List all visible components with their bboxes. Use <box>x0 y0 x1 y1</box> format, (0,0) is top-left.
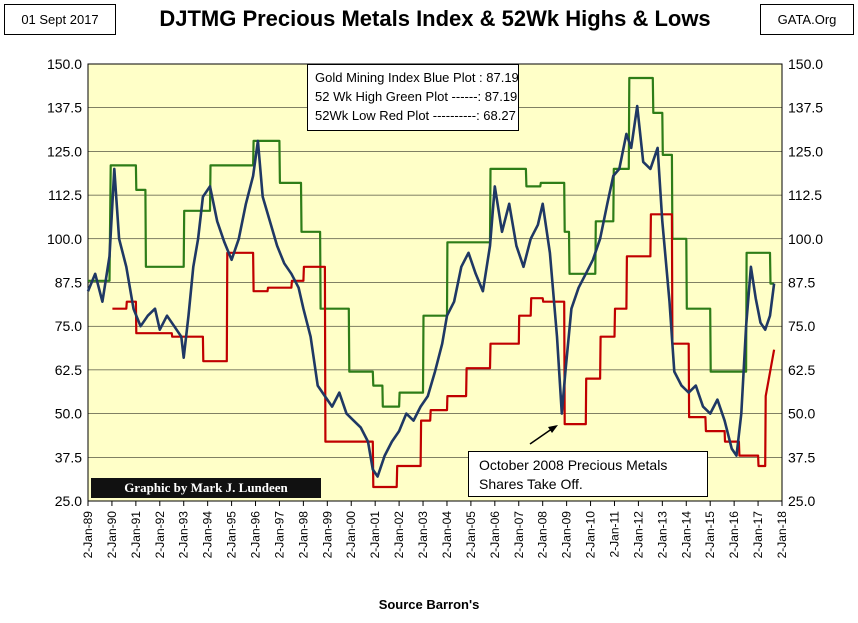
y-tick-label-right: 50.0 <box>788 406 815 422</box>
x-tick-label: 2-Jan-96 <box>249 511 263 559</box>
annotation-arrow <box>529 425 558 445</box>
y-tick-label-left: 50.0 <box>55 406 82 422</box>
x-tick-label: 2-Jan-09 <box>560 511 574 559</box>
y-tick-label-right: 25.0 <box>788 493 815 509</box>
y-tick-label-left: 87.5 <box>55 275 82 291</box>
y-axis-right: 25.0 37.5 50.0 62.5 75.0 87.5 100.0 112.5 125.0 1… <box>788 56 823 509</box>
x-tick-label: 2-Jan-16 <box>727 511 741 559</box>
x-tick-label: 2-Jan-93 <box>177 511 191 559</box>
annotation-note: October 2008 Precious Metals Shares Take… <box>468 451 708 497</box>
chart-title: DJTMG Precious Metals Index & 52Wk Highs… <box>159 6 711 31</box>
x-tick-label: 2-Jan-03 <box>416 511 430 559</box>
low-series-line <box>112 213 776 489</box>
x-tick-label: 2-Jan-07 <box>512 511 526 559</box>
x-tick-label: 2-Jan-01 <box>368 511 382 559</box>
x-tick-label: 2-Jan-11 <box>607 511 621 558</box>
x-tick-label: 2-Jan-94 <box>201 511 215 559</box>
y-tick-label-left: 100.0 <box>47 231 82 247</box>
y-tick-label-left: 37.5 <box>55 449 82 465</box>
series-lines <box>86 76 776 489</box>
y-tick-label-left: 75.0 <box>55 318 82 334</box>
x-axis: 2-Jan-89 2-Jan-90 2-Jan-91 2-Jan-92 2-Jan-93… <box>81 501 789 558</box>
legend-entry-blue: Gold Mining Index Blue Plot : 87.19 <box>315 70 519 85</box>
x-tick-label: 2-Jan-13 <box>655 511 669 559</box>
y-tick-label-right: 62.5 <box>788 362 815 378</box>
y-tick-label-right: 75.0 <box>788 318 815 334</box>
x-tick-label: 2-Jan-95 <box>225 511 239 559</box>
x-tick-label: 2-Jan-91 <box>129 511 143 559</box>
x-tick-label: 2-Jan-99 <box>320 511 334 559</box>
x-tick-label: 2-Jan-89 <box>81 511 95 559</box>
x-tick-label: 2-Jan-10 <box>584 511 598 559</box>
x-tick-label: 2-Jan-05 <box>464 511 478 559</box>
x-tick-label: 2-Jan-98 <box>296 511 310 559</box>
x-tick-label: 2-Jan-97 <box>272 511 286 559</box>
y-tick-label-left: 25.0 <box>55 493 82 509</box>
y-tick-label-right: 150.0 <box>788 56 823 72</box>
date-label: 01 Sept 2017 <box>4 4 116 35</box>
x-tick-label: 2-Jan-92 <box>153 511 167 559</box>
x-tick-label: 2-Jan-17 <box>751 511 765 559</box>
y-tick-label-left: 150.0 <box>47 56 82 72</box>
x-tick-label: 2-Jan-04 <box>440 511 454 559</box>
index-series-line <box>86 104 776 478</box>
y-tick-label-left: 125.0 <box>47 143 82 159</box>
y-tick-label-right: 87.5 <box>788 275 815 291</box>
annotation-line-2: Shares Take Off. <box>479 476 583 492</box>
legend-entry-red: 52Wk Low Red Plot ----------: 68.27 <box>315 108 516 123</box>
source-label: GATA.Org <box>760 4 854 35</box>
legend-entry-green: 52 Wk High Green Plot ------: 87.19 <box>315 89 518 104</box>
y-tick-label-right: 125.0 <box>788 143 823 159</box>
x-tick-label: 2-Jan-15 <box>703 511 717 559</box>
x-tick-label: 2-Jan-18 <box>775 511 789 559</box>
x-tick-label: 2-Jan-12 <box>631 511 645 559</box>
y-tick-label-left: 137.5 <box>47 100 82 116</box>
y-tick-label-left: 62.5 <box>55 362 82 378</box>
x-tick-label: 2-Jan-02 <box>392 511 406 559</box>
y-axis-left: 25.0 37.5 50.0 62.5 75.0 87.5 100.0 112.5 125.0 1… <box>47 56 82 509</box>
x-tick-label: 2-Jan-14 <box>679 511 693 559</box>
legend: Gold Mining Index Blue Plot : 87.19 52 W… <box>307 64 519 131</box>
y-tick-label-right: 37.5 <box>788 449 815 465</box>
x-axis-label: Source Barron's <box>378 597 480 612</box>
y-tick-label-right: 112.5 <box>788 187 822 203</box>
x-tick-label: 2-Jan-90 <box>105 511 119 559</box>
y-tick-label-left: 112.5 <box>48 187 82 203</box>
x-tick-label: 2-Jan-06 <box>488 511 502 559</box>
annotation-line-1: October 2008 Precious Metals <box>479 457 668 473</box>
x-tick-label: 2-Jan-00 <box>344 511 358 559</box>
y-tick-label-right: 137.5 <box>788 100 823 116</box>
y-tick-label-right: 100.0 <box>788 231 823 247</box>
x-tick-label: 2-Jan-08 <box>536 511 550 559</box>
credit-label: Graphic by Mark J. Lundeen <box>91 478 321 498</box>
